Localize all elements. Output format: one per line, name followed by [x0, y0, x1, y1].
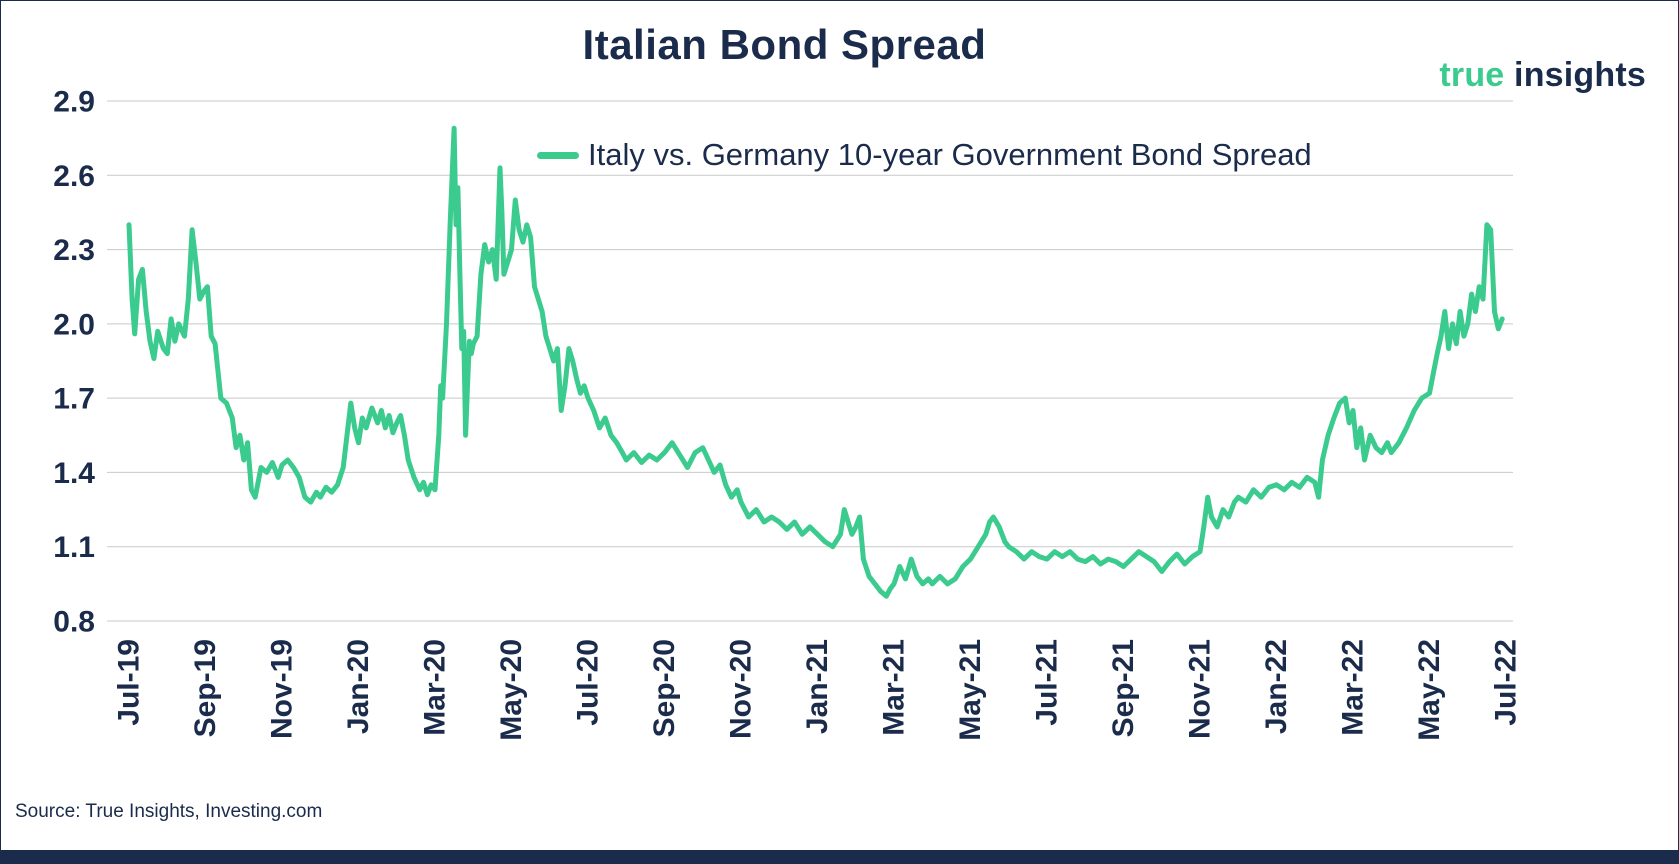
bottom-accent-bar	[1, 850, 1678, 863]
source-note: Source: True Insights, Investing.com	[15, 801, 323, 822]
spread-line	[126, 125, 1505, 599]
x-axis-tick-label: May-20	[495, 639, 528, 741]
x-axis-tick-label: Mar-20	[419, 639, 452, 736]
true-insights-logo: true insights	[1401, 17, 1646, 134]
x-axis-tick-label: Jul-21	[1031, 639, 1064, 726]
x-axis-tick-label: Sep-20	[648, 639, 681, 737]
x-axis-tick-label: Jan-20	[342, 639, 375, 734]
x-axis-tick-label: Mar-22	[1337, 639, 1370, 736]
legend-line-swatch	[537, 151, 579, 159]
logo-word-insights: insights	[1504, 56, 1646, 94]
y-axis-tick-label: 2.3	[53, 234, 95, 267]
x-axis-tick-label: May-21	[954, 639, 987, 741]
x-axis-tick-label: Nov-21	[1184, 639, 1217, 739]
y-axis-tick-label: 2.6	[53, 160, 95, 193]
y-axis-tick-label: 0.8	[53, 606, 95, 639]
page-title: Italian Bond Spread	[582, 21, 987, 68]
logo-word-true: true	[1439, 56, 1505, 94]
x-axis-tick-label: May-22	[1413, 639, 1446, 741]
x-axis-tick-label: Jul-22	[1490, 639, 1523, 726]
x-axis-tick-label: Nov-19	[266, 639, 299, 739]
legend: Italy vs. Germany 10-year Government Bon…	[537, 137, 1312, 173]
y-axis-tick-label: 2.0	[53, 308, 95, 341]
legend-label: Italy vs. Germany 10-year Government Bon…	[588, 137, 1312, 172]
x-axis-tick-label: Jul-20	[572, 639, 605, 726]
x-axis-tick-label: Jan-21	[801, 639, 834, 734]
y-axis-tick-label: 2.9	[53, 86, 95, 119]
y-axis-tick-label: 1.7	[53, 383, 95, 416]
x-axis-tick-label: Sep-19	[189, 639, 222, 737]
x-axis-tick-label: Sep-21	[1107, 639, 1140, 737]
y-axis-tick-label: 1.1	[53, 531, 95, 564]
x-axis-tick-label: Mar-21	[878, 639, 911, 736]
x-axis-tick-label: Jul-19	[113, 639, 146, 726]
x-axis-tick-label: Jan-22	[1260, 639, 1293, 734]
x-axis-tick-label: Nov-20	[725, 639, 758, 739]
y-axis-tick-label: 1.4	[53, 457, 95, 490]
